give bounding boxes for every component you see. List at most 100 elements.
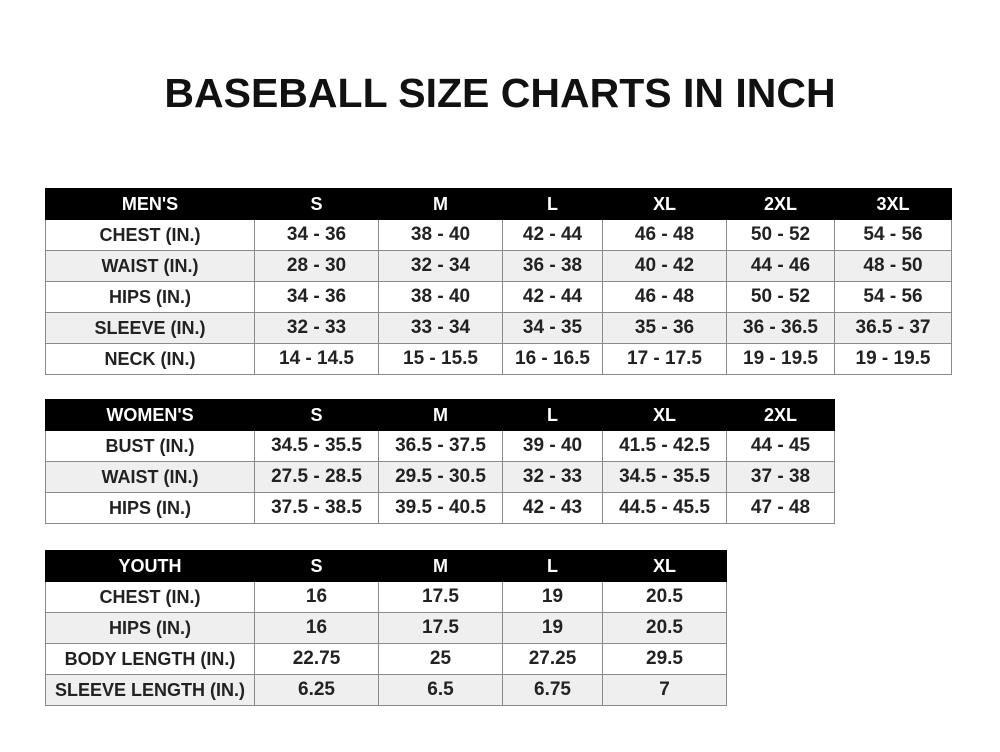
size-value: 14 - 14.5	[254, 343, 379, 375]
table-row: CHEST (IN.) 16 17.5 19 20.5	[45, 581, 727, 613]
category-header: YOUTH	[45, 550, 255, 582]
size-value: 39.5 - 40.5	[378, 492, 503, 524]
size-value: 6.5	[378, 674, 503, 706]
measurement-label: CHEST (IN.)	[45, 219, 255, 251]
measurement-label: CHEST (IN.)	[45, 581, 255, 613]
size-value: 37.5 - 38.5	[254, 492, 379, 524]
size-value: 6.25	[254, 674, 379, 706]
size-value: 39 - 40	[502, 430, 603, 462]
size-value: 16 - 16.5	[502, 343, 603, 375]
womens-size-table: WOMEN'S S M L XL 2XL BUST (IN.) 34.5 - 35.5 36.5…	[45, 399, 835, 524]
size-value: 17.5	[378, 612, 503, 644]
table-row: BODY LENGTH (IN.) 22.75 25 27.25 29.5	[45, 643, 727, 675]
table-row: HIPS (IN.) 34 - 36 38 - 40 42 - 44 46 - 48 50…	[45, 281, 952, 313]
size-value: 54 - 56	[834, 281, 952, 313]
size-value: 19	[502, 581, 603, 613]
page-title: BASEBALL SIZE CHARTS IN INCH	[164, 70, 836, 116]
size-value: 40 - 42	[602, 250, 727, 282]
size-header: S	[254, 399, 379, 431]
header-row: YOUTH S M L XL	[45, 550, 727, 582]
size-value: 36.5 - 37	[834, 312, 952, 344]
size-value: 46 - 48	[602, 281, 727, 313]
size-value: 34 - 36	[254, 281, 379, 313]
measurement-label: HIPS (IN.)	[45, 492, 255, 524]
measurement-label: SLEEVE LENGTH (IN.)	[45, 674, 255, 706]
size-value: 41.5 - 42.5	[602, 430, 727, 462]
size-value: 20.5	[602, 581, 727, 613]
table-row: HIPS (IN.) 37.5 - 38.5 39.5 - 40.5 42 - 43 4…	[45, 492, 835, 524]
size-value: 15 - 15.5	[378, 343, 503, 375]
size-value: 29.5	[602, 643, 727, 675]
mens-size-table: MEN'S S M L XL 2XL 3XL CHEST (IN.) 34 - 36 38 - 4…	[45, 188, 952, 375]
size-value: 17.5	[378, 581, 503, 613]
size-value: 6.75	[502, 674, 603, 706]
size-header: M	[378, 399, 503, 431]
measurement-label: SLEEVE (IN.)	[45, 312, 255, 344]
table-row: HIPS (IN.) 16 17.5 19 20.5	[45, 612, 727, 644]
size-value: 28 - 30	[254, 250, 379, 282]
size-value: 16	[254, 612, 379, 644]
table-row: CHEST (IN.) 34 - 36 38 - 40 42 - 44 46 - 48 5…	[45, 219, 952, 251]
size-value: 22.75	[254, 643, 379, 675]
size-value: 34 - 35	[502, 312, 603, 344]
size-value: 44.5 - 45.5	[602, 492, 727, 524]
size-header: L	[502, 188, 603, 220]
size-value: 29.5 - 30.5	[378, 461, 503, 493]
table-row: WAIST (IN.) 27.5 - 28.5 29.5 - 30.5 32 - 33…	[45, 461, 835, 493]
size-value: 19 - 19.5	[834, 343, 952, 375]
size-value: 19	[502, 612, 603, 644]
size-header: M	[378, 550, 503, 582]
table-row: NECK (IN.) 14 - 14.5 15 - 15.5 16 - 16.5 17 …	[45, 343, 952, 375]
size-header: 3XL	[834, 188, 952, 220]
measurement-label: NECK (IN.)	[45, 343, 255, 375]
size-value: 27.5 - 28.5	[254, 461, 379, 493]
size-header: S	[254, 550, 379, 582]
header-row: MEN'S S M L XL 2XL 3XL	[45, 188, 952, 220]
size-value: 7	[602, 674, 727, 706]
size-value: 35 - 36	[602, 312, 727, 344]
size-value: 27.25	[502, 643, 603, 675]
size-value: 32 - 34	[378, 250, 503, 282]
size-header: L	[502, 550, 603, 582]
size-header: 2XL	[726, 188, 835, 220]
size-value: 36.5 - 37.5	[378, 430, 503, 462]
size-value: 44 - 46	[726, 250, 835, 282]
size-header: M	[378, 188, 503, 220]
size-header: L	[502, 399, 603, 431]
size-value: 16	[254, 581, 379, 613]
size-value: 42 - 44	[502, 281, 603, 313]
table-row: WAIST (IN.) 28 - 30 32 - 34 36 - 38 40 - 42 4…	[45, 250, 952, 282]
size-value: 42 - 43	[502, 492, 603, 524]
size-value: 36 - 36.5	[726, 312, 835, 344]
size-value: 50 - 52	[726, 219, 835, 251]
category-header: MEN'S	[45, 188, 255, 220]
size-value: 37 - 38	[726, 461, 835, 493]
measurement-label: HIPS (IN.)	[45, 281, 255, 313]
size-value: 38 - 40	[378, 219, 503, 251]
size-value: 46 - 48	[602, 219, 727, 251]
size-value: 34.5 - 35.5	[254, 430, 379, 462]
size-value: 34.5 - 35.5	[602, 461, 727, 493]
size-value: 25	[378, 643, 503, 675]
size-value: 50 - 52	[726, 281, 835, 313]
size-value: 54 - 56	[834, 219, 952, 251]
table-row: SLEEVE (IN.) 32 - 33 33 - 34 34 - 35 35 - 36…	[45, 312, 952, 344]
size-value: 19 - 19.5	[726, 343, 835, 375]
size-value: 17 - 17.5	[602, 343, 727, 375]
size-header: XL	[602, 188, 727, 220]
size-value: 42 - 44	[502, 219, 603, 251]
size-value: 32 - 33	[254, 312, 379, 344]
youth-size-table: YOUTH S M L XL CHEST (IN.) 16 17.5 19 20.5 HIPS (I…	[45, 550, 727, 706]
measurement-label: HIPS (IN.)	[45, 612, 255, 644]
size-value: 36 - 38	[502, 250, 603, 282]
size-header: S	[254, 188, 379, 220]
size-value: 48 - 50	[834, 250, 952, 282]
size-value: 33 - 34	[378, 312, 503, 344]
size-value: 32 - 33	[502, 461, 603, 493]
category-header: WOMEN'S	[45, 399, 255, 431]
size-value: 38 - 40	[378, 281, 503, 313]
size-value: 44 - 45	[726, 430, 835, 462]
size-header: XL	[602, 399, 727, 431]
measurement-label: BUST (IN.)	[45, 430, 255, 462]
size-header: XL	[602, 550, 727, 582]
